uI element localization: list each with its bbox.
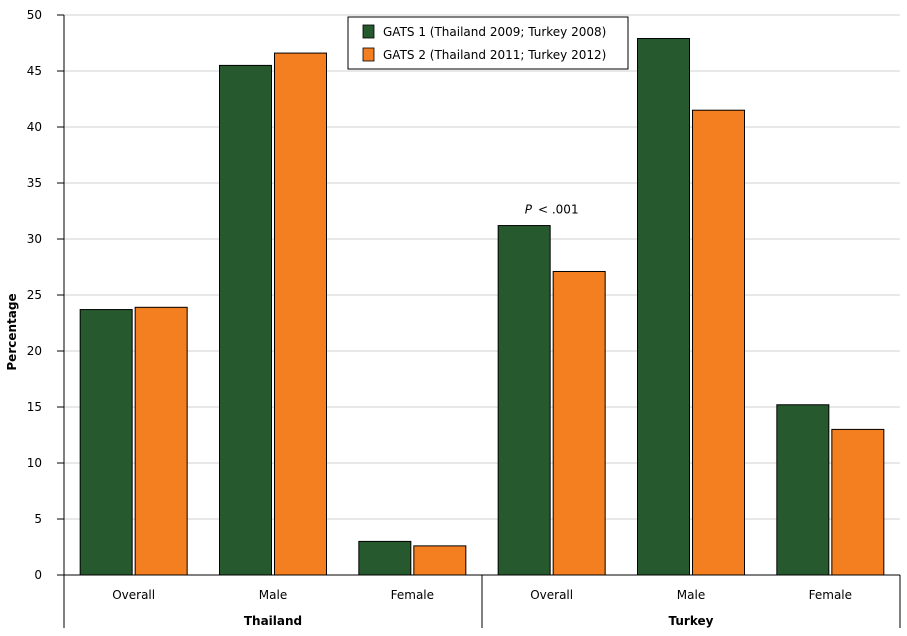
x-tick-label: Overall xyxy=(112,588,155,602)
y-tick-label: 10 xyxy=(27,456,42,470)
gridlines xyxy=(64,14,900,520)
group-label: Turkey xyxy=(669,614,714,628)
x-tick-label: Female xyxy=(391,588,434,602)
bar-1-4 xyxy=(637,38,690,576)
bars xyxy=(79,38,885,576)
x-tick-label: Male xyxy=(677,588,705,602)
legend-swatch-gats1 xyxy=(362,24,375,39)
legend: GATS 1 (Thailand 2009; Turkey 2008) GATS… xyxy=(347,16,629,70)
y-tick-label: 20 xyxy=(27,344,42,358)
y-tick-label: 25 xyxy=(27,288,42,302)
bar-2-5 xyxy=(831,428,885,576)
y-tick-label: 30 xyxy=(27,232,42,246)
bar-1-1 xyxy=(219,64,272,576)
y-axis-label: Percentage xyxy=(5,293,19,370)
y-tick-label: 35 xyxy=(27,176,42,190)
bar-2-4 xyxy=(692,109,745,576)
y-tick-label: 5 xyxy=(34,512,42,526)
y-tick-label: 40 xyxy=(27,120,42,134)
x-tick-label: Female xyxy=(809,588,852,602)
y-tick-label: 50 xyxy=(27,8,42,22)
bar-2-0 xyxy=(134,306,188,576)
x-tick-label: Male xyxy=(259,588,287,602)
bar-2-2 xyxy=(413,545,467,576)
legend-label-gats2: GATS 2 (Thailand 2011; Turkey 2012) xyxy=(383,48,606,62)
bar-1-2 xyxy=(358,540,412,576)
bar-2-1 xyxy=(274,52,327,576)
bar-1-0 xyxy=(79,309,133,576)
bar-1-3 xyxy=(497,225,551,576)
legend-label-gats1: GATS 1 (Thailand 2009; Turkey 2008) xyxy=(383,25,606,39)
bar-2-3 xyxy=(552,270,606,576)
bar-1-5 xyxy=(776,404,830,576)
y-tick-label: 45 xyxy=(27,64,42,78)
p-value-annotation: P < .001 xyxy=(525,203,579,217)
group-label: Thailand xyxy=(244,614,302,628)
y-tick-label: 15 xyxy=(27,400,42,414)
y-tick-label: 0 xyxy=(34,568,42,582)
x-tick-label: Overall xyxy=(530,588,573,602)
legend-swatch-gats2 xyxy=(362,47,375,62)
axes: 0 5 10 15 20 25 30 35 40 45 50 Overall Male Female Ove… xyxy=(27,8,901,628)
